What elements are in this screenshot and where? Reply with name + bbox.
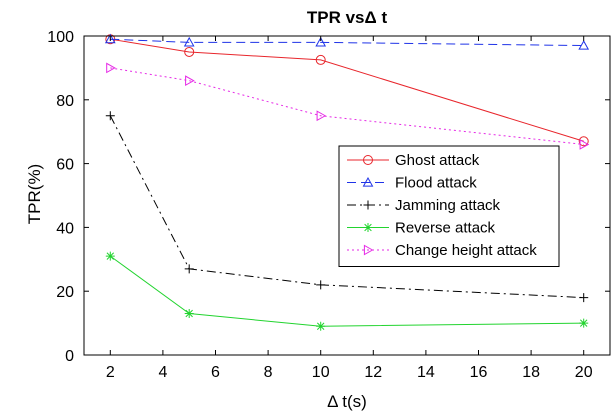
data-point — [579, 139, 590, 150]
data-point — [316, 321, 326, 331]
legend-marker — [363, 200, 373, 210]
series-0 — [105, 34, 589, 147]
data-point — [105, 111, 115, 121]
legend: Ghost attack Flood attack Jamming attack Re… — [338, 145, 560, 267]
data-point — [315, 54, 326, 65]
data-point — [578, 136, 589, 147]
series-4 — [106, 62, 590, 150]
legend-label: Change height attack — [395, 242, 537, 259]
legend-label: Reverse attack — [395, 220, 496, 237]
y-tick-label: 0 — [65, 348, 74, 365]
series-2 — [105, 111, 589, 303]
series-line — [110, 38, 584, 142]
x-tick-label: 12 — [364, 364, 382, 381]
y-tick-label: 60 — [56, 157, 74, 174]
data-point — [105, 251, 115, 261]
legend-box — [338, 145, 560, 267]
data-point — [184, 264, 194, 274]
axes: 2 4 6 8 10 12 14 16 18 20 0 20 40 60 80 100 — [47, 29, 611, 381]
legend-label: Jamming attack — [395, 197, 501, 214]
x-tick-label: 14 — [417, 364, 435, 381]
legend-marker — [363, 244, 374, 256]
x-tick-label: 18 — [522, 364, 540, 381]
data-point — [183, 36, 195, 47]
data-point — [316, 280, 326, 290]
data-point — [579, 318, 589, 328]
series-line — [110, 67, 584, 145]
x-tick-label: 2 — [106, 364, 115, 381]
chart-title: TPR vsΔ t — [307, 8, 388, 27]
y-tick-label: 20 — [56, 284, 74, 301]
series-line — [110, 38, 584, 47]
x-tick-label: 6 — [211, 364, 220, 381]
series-line — [110, 255, 584, 327]
data-point — [106, 62, 116, 74]
data-point — [578, 40, 590, 50]
data-point — [315, 36, 327, 47]
x-tick-label: 20 — [575, 364, 593, 381]
data-point — [184, 309, 194, 319]
data-point — [316, 110, 327, 122]
data-point — [185, 75, 195, 87]
x-tick-label: 8 — [264, 364, 273, 381]
x-tick-label: 16 — [470, 364, 488, 381]
legend-marker — [362, 176, 374, 187]
x-tick-label: 10 — [312, 364, 330, 381]
y-tick-label: 80 — [56, 93, 74, 110]
x-tick-label: 4 — [158, 364, 167, 381]
series-3 — [105, 251, 589, 331]
legend-marker — [363, 155, 373, 165]
axes-box — [83, 35, 611, 356]
x-axis-label: Δ t(s) — [327, 392, 367, 411]
series-1 — [104, 33, 590, 50]
data-point — [184, 46, 195, 57]
legend-marker — [363, 223, 373, 232]
legend-label: Flood attack — [395, 175, 477, 192]
y-tick-label: 100 — [47, 29, 74, 46]
plot-area — [104, 33, 590, 331]
data-point — [579, 293, 589, 303]
y-axis-label: TPR(%) — [25, 164, 44, 224]
legend-label: Ghost attack — [395, 152, 480, 169]
y-tick-label: 40 — [56, 220, 74, 237]
data-point — [104, 33, 116, 44]
